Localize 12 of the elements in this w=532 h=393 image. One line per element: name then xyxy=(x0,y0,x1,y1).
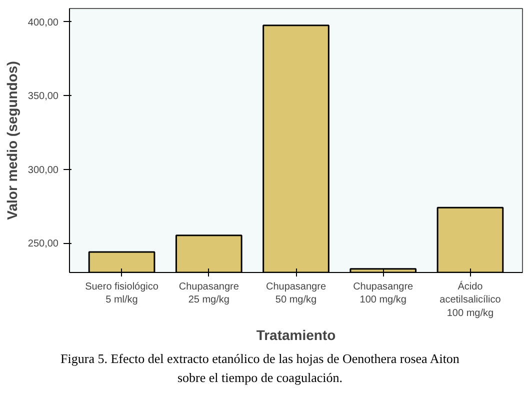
y-tick-label: 350,00 xyxy=(28,91,59,102)
x-tick-label: Chupasangre 100 mg/kg xyxy=(353,282,414,306)
x-tick-label: Ácido acetilsalicílico 100 mg/kg xyxy=(440,280,502,319)
text: Figura 5. Efecto del extracto etanólico de las hojas de Oenothera rosea Aiton sobre el tiempo de coagulación. xyxy=(60,350,460,387)
y-tick-label: 300,00 xyxy=(28,164,59,176)
x-tick-label: Suero fisiológico 5 ml/kg xyxy=(85,282,159,306)
y-tick-label: 400,00 xyxy=(28,17,59,28)
x-axis-title: Tratamiento xyxy=(256,326,336,343)
y-tick-label: 250,00 xyxy=(28,238,59,250)
x-tick-label: Chupasangre 25 mg/kg xyxy=(178,282,240,306)
y-axis-title: Valor medio (segundos) xyxy=(4,61,20,220)
x-tick-label: Chupasangre 50 mg/kg xyxy=(266,282,326,306)
